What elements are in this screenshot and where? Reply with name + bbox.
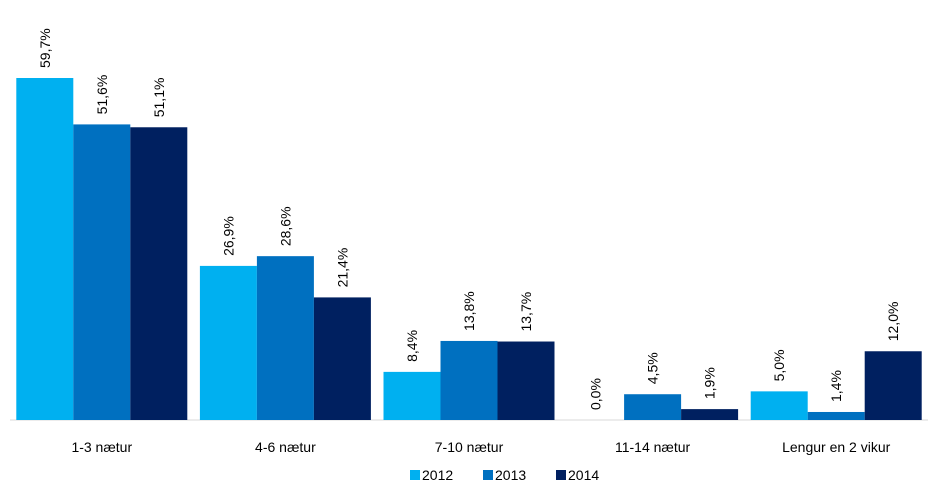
value-label: 26,9% (220, 216, 236, 256)
x-tick-label: 4-6 nætur (255, 439, 316, 455)
x-tick-label: Lengur en 2 vikur (782, 439, 891, 455)
bar (256, 256, 314, 420)
x-tick-label: 1-3 nætur (71, 439, 132, 455)
value-label: 59,7% (37, 28, 53, 68)
bar (199, 265, 257, 420)
bar (440, 340, 498, 420)
legend-swatch (410, 470, 420, 480)
legend-swatch (483, 470, 493, 480)
bar (313, 297, 371, 420)
value-label: 0,0% (588, 378, 604, 410)
legend-label: 2013 (495, 467, 526, 483)
bar (807, 411, 865, 420)
bar (73, 124, 131, 420)
value-label: 1,9% (702, 367, 718, 399)
legend-label: 2014 (568, 467, 599, 483)
bar (864, 351, 922, 420)
bar (681, 409, 739, 420)
value-label: 1,4% (828, 370, 844, 402)
bar (497, 341, 555, 420)
value-label: 5,0% (771, 349, 787, 381)
value-label: 13,8% (461, 291, 477, 331)
legend-label: 2012 (422, 467, 453, 483)
value-label: 51,1% (151, 78, 167, 118)
x-tick-label: 7-10 nætur (435, 439, 504, 455)
bar (383, 371, 441, 420)
value-label: 12,0% (885, 302, 901, 342)
value-label: 8,4% (404, 330, 420, 362)
value-label: 21,4% (334, 248, 350, 288)
value-label: 13,7% (518, 292, 534, 332)
x-tick-label: 11-14 nætur (615, 439, 691, 455)
bar (130, 127, 188, 421)
bar (16, 78, 74, 420)
value-label: 4,5% (645, 352, 661, 384)
bar (624, 394, 682, 420)
value-label: 28,6% (277, 206, 293, 246)
bar (750, 391, 808, 420)
value-label: 51,6% (94, 75, 110, 115)
legend-swatch (556, 470, 566, 480)
